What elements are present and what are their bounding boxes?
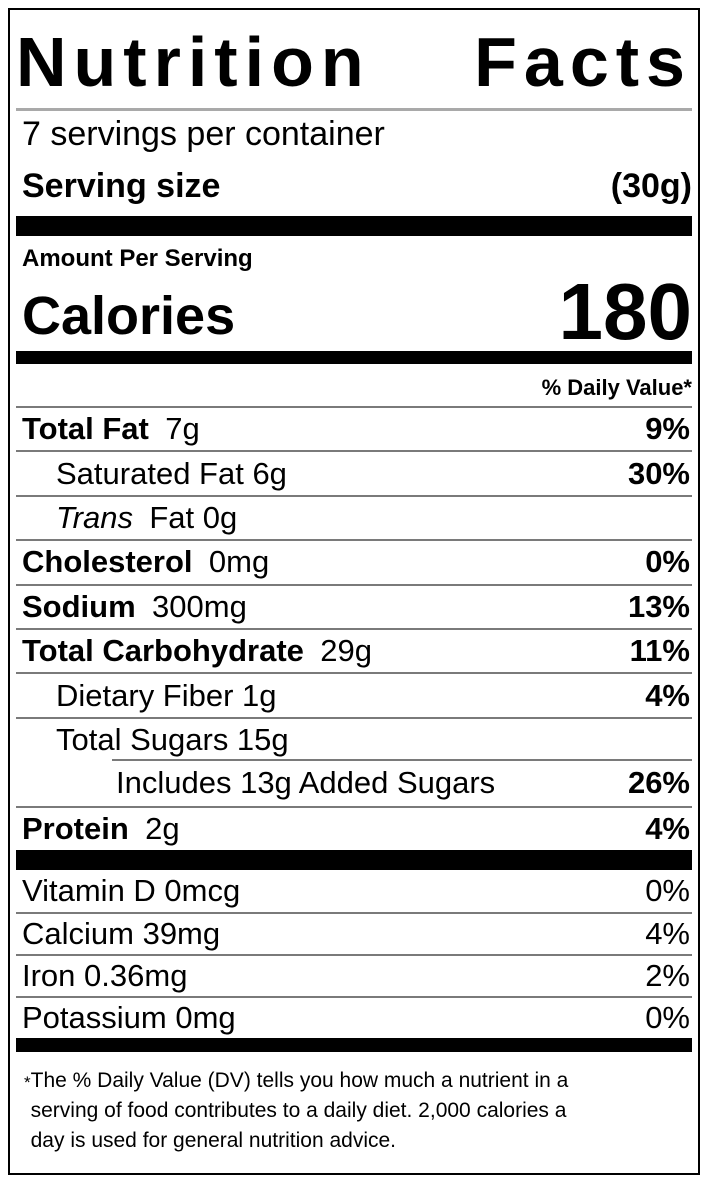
nutrient-row-trans-fat: Trans Fat 0g <box>16 494 692 539</box>
micronutrient-row-iron: Iron 0.36mg 2% <box>16 953 692 996</box>
nutrient-name: Trans Fat 0g <box>56 499 238 535</box>
serving-size-label: Serving size <box>22 167 221 205</box>
nutrient-dv: 4% <box>645 677 690 713</box>
nutrient-name: Total Carbohydrate 29g <box>22 633 373 669</box>
micronutrient-name: Vitamin D 0mcg <box>22 872 241 908</box>
nutrient-name: Dietary Fiber 1g <box>56 677 277 713</box>
nutrient-dv: 26% <box>627 765 690 801</box>
micronutrient-dv: 0% <box>645 999 690 1035</box>
nutrient-name: Includes 13g Added Sugars <box>116 765 496 801</box>
nutrient-row-dietary-fiber: Dietary Fiber 1g 4% <box>16 672 692 716</box>
label-title: Nutrition Facts <box>16 10 692 98</box>
nutrient-dv: 0% <box>645 544 690 580</box>
calories-value: 180 <box>558 267 692 356</box>
title-underline <box>16 108 692 111</box>
servings-per-container: 7 servings per container <box>22 115 385 153</box>
nutrient-name: Total Sugars 15g <box>56 721 289 757</box>
nutrient-row-protein: Protein 2g 4% <box>16 805 692 850</box>
nutrient-dv: 11% <box>629 633 690 669</box>
calories-row: Calories 180 <box>16 267 692 356</box>
micronutrient-dv: 2% <box>645 957 690 993</box>
daily-value-header: % Daily Value* <box>541 375 692 400</box>
nutrient-row-total-sugars: Total Sugars 15g <box>16 716 692 761</box>
nutrient-row-saturated-fat: Saturated Fat 6g 30% <box>16 450 692 494</box>
nutrient-name: Total Fat 7g <box>22 411 200 447</box>
nutrient-row-added-sugars: Includes 13g Added Sugars 26% <box>16 759 692 805</box>
nutrient-dv: 30% <box>627 455 690 491</box>
nutrient-row-cholesterol: Cholesterol 0mg 0% <box>16 539 692 583</box>
micronutrient-name: Calcium 39mg <box>22 915 221 951</box>
title-word-nutrition: Nutrition <box>16 23 371 101</box>
micronutrient-row-vitamin-d: Vitamin D 0mcg 0% <box>16 870 692 912</box>
micronutrient-row-potassium: Potassium 0mg 0% <box>16 995 692 1038</box>
nutrient-dv: 9% <box>645 411 690 447</box>
separator-bar-calories <box>16 351 692 364</box>
separator-bar-top <box>16 216 692 236</box>
micronutrient-row-calcium: Calcium 39mg 4% <box>16 911 692 954</box>
micronutrient-dv: 0% <box>645 872 690 908</box>
nutrient-name: Sodium 300mg <box>22 588 247 624</box>
micronutrient-dv: 4% <box>645 915 690 951</box>
nutrient-name: Cholesterol 0mg <box>22 544 270 580</box>
micronutrient-name: Potassium 0mg <box>22 999 236 1035</box>
calories-label: Calories <box>22 286 236 346</box>
nutrient-name: Saturated Fat 6g <box>56 455 287 491</box>
nutrient-row-total-carbohydrate: Total Carbohydrate 29g 11% <box>16 627 692 672</box>
nutrient-dv: 4% <box>645 810 690 846</box>
nutrient-row-sodium: Sodium 300mg 13% <box>16 583 692 628</box>
footnote: * The % Daily Value (DV) tells you how m… <box>16 1052 692 1156</box>
title-word-facts: Facts <box>474 23 692 101</box>
nutrient-row-total-fat: Total Fat 7g 9% <box>16 406 692 450</box>
nutrient-name: Protein 2g <box>22 810 180 846</box>
amount-per-serving-label: Amount Per Serving <box>22 245 253 272</box>
nutrition-facts-label: Nutrition Facts 7 servings per container… <box>8 8 700 1175</box>
serving-size-row: Serving size (30g) <box>16 157 692 216</box>
nutrient-dv: 13% <box>627 588 690 624</box>
partial-divider <box>112 759 692 762</box>
micronutrient-name: Iron 0.36mg <box>22 957 188 993</box>
footnote-text: The % Daily Value (DV) tells you how muc… <box>30 1068 569 1152</box>
separator-bar-protein <box>16 849 692 870</box>
serving-size-value: (30g) <box>610 167 692 205</box>
separator-bar-bottom <box>16 1037 692 1052</box>
footnote-asterisk: * <box>24 1072 31 1092</box>
